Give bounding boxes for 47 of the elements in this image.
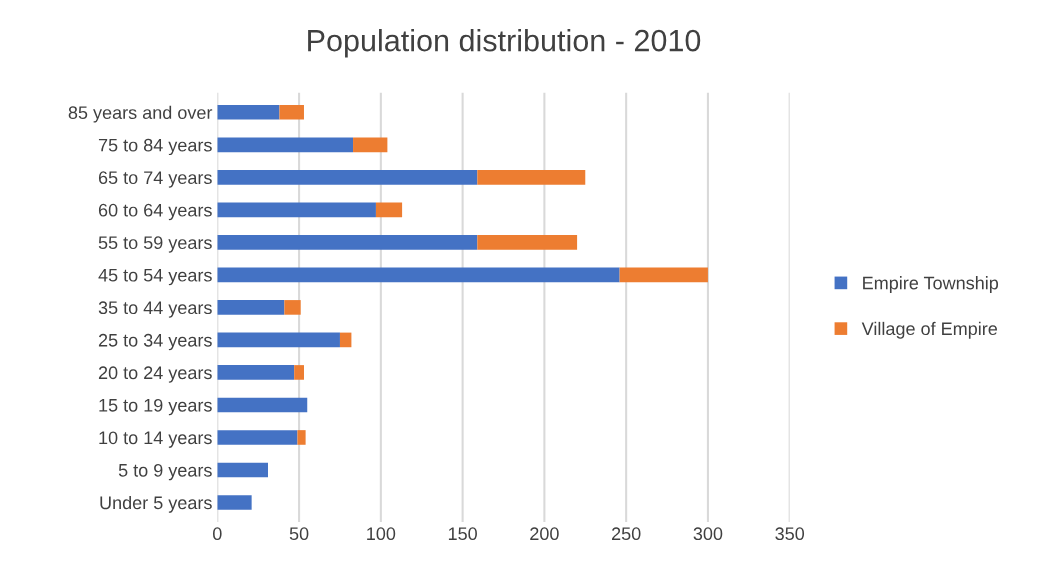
y-tick-label: 85 years and over bbox=[68, 105, 213, 123]
bar bbox=[217, 137, 354, 153]
y-tick-label: 35 to 44 years bbox=[98, 301, 212, 318]
y-tick-label: 75 to 84 years bbox=[98, 138, 212, 156]
y-tick-label: 15 to 19 years bbox=[99, 398, 212, 416]
x-tick-label: 250 bbox=[612, 527, 641, 541]
bar bbox=[375, 202, 403, 218]
x-tick-label: 150 bbox=[448, 527, 477, 541]
bar bbox=[217, 235, 478, 250]
y-tick-label: 25 to 34 years bbox=[98, 333, 212, 351]
bar bbox=[284, 300, 301, 315]
legend-label: Empire Township bbox=[863, 276, 999, 293]
bar bbox=[619, 267, 708, 283]
bar bbox=[217, 332, 340, 348]
y-tick-label: Under 5 years bbox=[100, 495, 212, 513]
x-tick-label: 200 bbox=[530, 527, 559, 541]
y-tick-label: 55 to 59 years bbox=[98, 236, 212, 253]
bar bbox=[217, 104, 280, 120]
bar bbox=[294, 365, 304, 380]
bar bbox=[477, 235, 578, 250]
y-tick-label: 45 to 54 years bbox=[98, 269, 212, 286]
bar bbox=[217, 397, 308, 413]
y-tick-label: 20 to 24 years bbox=[98, 366, 212, 383]
y-tick-label: 10 to 14 years bbox=[99, 431, 212, 448]
y-tick-label: 5 to 9 years bbox=[118, 463, 212, 481]
bar bbox=[217, 430, 298, 445]
bar bbox=[353, 137, 388, 153]
x-tick-label: 350 bbox=[775, 527, 805, 541]
bar bbox=[217, 365, 295, 380]
x-tick-label: 100 bbox=[367, 527, 396, 541]
y-tick-label: 65 to 74 years bbox=[98, 171, 212, 188]
x-tick-label: 0 bbox=[212, 527, 222, 541]
x-tick-label: 50 bbox=[289, 527, 309, 541]
bar bbox=[339, 332, 352, 348]
bar bbox=[217, 267, 620, 283]
bar bbox=[217, 300, 285, 315]
chart-title: Population distribution - 2010 bbox=[308, 28, 701, 58]
bar bbox=[279, 104, 304, 120]
legend-label: Village of Empire bbox=[861, 321, 998, 339]
bar bbox=[477, 170, 586, 185]
bar bbox=[217, 462, 268, 478]
y-tick-label: 60 to 64 years bbox=[98, 203, 212, 221]
bar bbox=[217, 202, 376, 218]
bar bbox=[297, 430, 306, 445]
x-tick-label: 300 bbox=[693, 527, 723, 541]
bar bbox=[217, 170, 478, 185]
bar bbox=[217, 495, 252, 510]
